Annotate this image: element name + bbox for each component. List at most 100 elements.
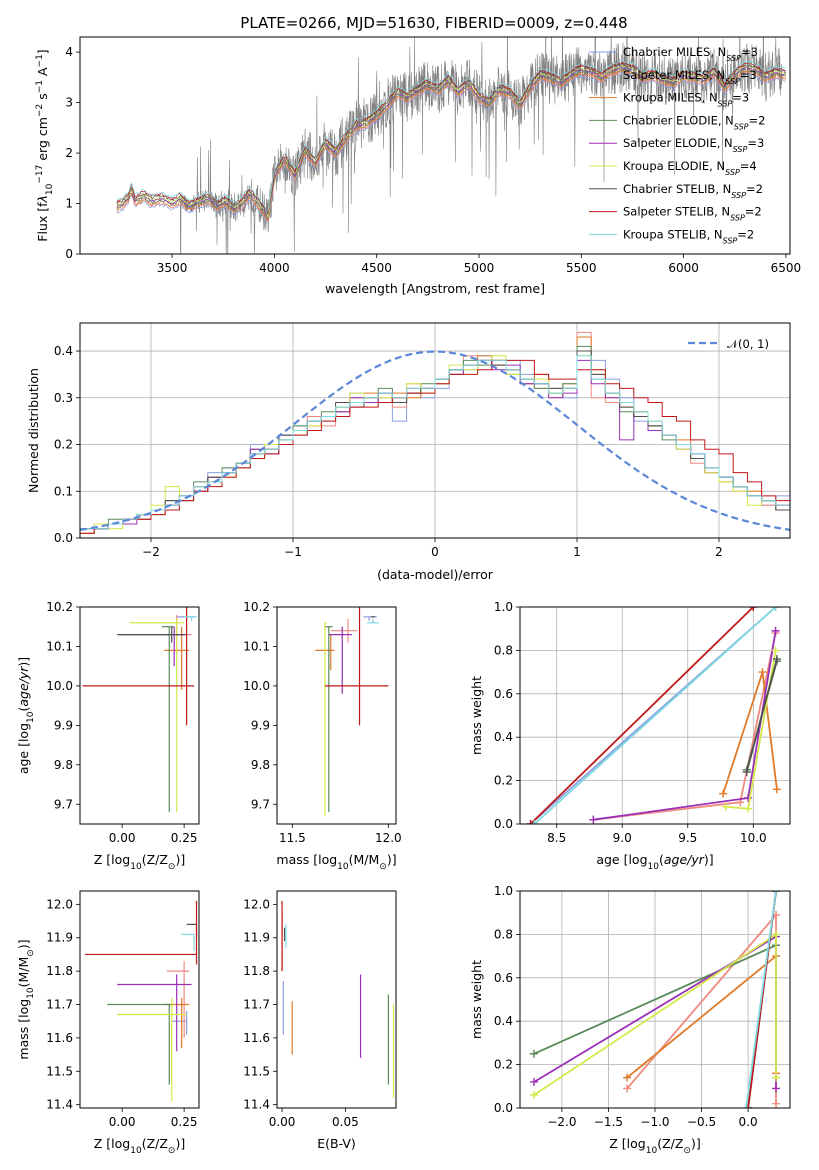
x-tick-label: −0.5 bbox=[687, 1115, 716, 1129]
errorbar-marks bbox=[84, 901, 198, 1102]
weight-point-marker bbox=[771, 646, 780, 655]
axes-frame bbox=[79, 890, 200, 1109]
y-tick-label: 0.0 bbox=[494, 817, 513, 831]
y-tick-label: 9.9 bbox=[251, 718, 270, 732]
observed-spectrum-line bbox=[116, 37, 786, 254]
weight-point-marker bbox=[529, 1077, 538, 1086]
weight-series-line bbox=[745, 891, 777, 1108]
weight-point-marker bbox=[771, 626, 780, 635]
x-tick-label: 0.0 bbox=[739, 1115, 758, 1129]
y-tick-label: 0.4 bbox=[494, 1014, 513, 1028]
weight-point-marker bbox=[529, 1090, 538, 1099]
figure-title: PLATE=0266, MJD=51630, FIBERID=0009, z=0… bbox=[240, 14, 627, 32]
weight-point-marker bbox=[772, 1099, 781, 1108]
axes-frame bbox=[276, 606, 397, 825]
weight-point-marker bbox=[526, 820, 535, 824]
weight-point-marker bbox=[744, 1104, 753, 1108]
x-tick-label: 0.25 bbox=[171, 1115, 198, 1129]
model-spectrum-line bbox=[116, 68, 787, 222]
y-tick-label: 9.9 bbox=[54, 718, 73, 732]
x-tick-label: 0.00 bbox=[109, 831, 136, 845]
normal-curve-line bbox=[80, 350, 790, 531]
legend-label: Salpeter MILES, NSSP=3 bbox=[623, 68, 757, 86]
y-tick-label: 10.2 bbox=[46, 600, 73, 614]
histogram-steps bbox=[80, 331, 790, 534]
x-tick-label: 6000 bbox=[668, 261, 699, 275]
y-tick-label: 0.4 bbox=[54, 344, 73, 358]
y-tick-label: 3 bbox=[65, 96, 73, 110]
legend-label: Chabrier MILES, NSSP=3 bbox=[623, 45, 758, 63]
residuals-plot: −2 −1 0 1 2 0.0 0.1 0.2 0.3 0.4 (data-model)/error… bbox=[26, 322, 791, 582]
x-tick-label: 1 bbox=[573, 545, 581, 559]
age_vs_mass-plot: 11.5 12.0 9.7 9.8 9.9 10.0 10.1 10.2 mass [log10… bbox=[243, 600, 401, 872]
y-tick-label: 11.7 bbox=[46, 998, 73, 1012]
y-tick-label: 0.3 bbox=[54, 391, 73, 405]
weight-point-marker bbox=[772, 891, 781, 895]
weight-point-marker bbox=[742, 1104, 751, 1108]
weight-point-marker bbox=[758, 668, 767, 677]
x-tick-label: 5000 bbox=[464, 261, 495, 275]
x-tick-label: 0.05 bbox=[332, 1115, 359, 1129]
y-tick-label: 11.9 bbox=[243, 931, 270, 945]
x-tick-label: 9.5 bbox=[678, 831, 697, 845]
y-tick-label: 0.1 bbox=[54, 484, 73, 498]
y-tick-label: 2 bbox=[65, 146, 73, 160]
y-tick-label: 9.8 bbox=[54, 758, 73, 772]
y-tick-label: 0.2 bbox=[54, 438, 73, 452]
y-tick-label: 1.0 bbox=[494, 600, 513, 614]
y-axis-label: Flux [fλ10−17 erg cm−2 s−1 A−1] bbox=[35, 49, 55, 241]
weight-point-marker bbox=[623, 1073, 632, 1082]
y-tick-label: 4 bbox=[65, 45, 73, 59]
axes-frame bbox=[519, 606, 791, 825]
y-tick-label: 0.2 bbox=[494, 774, 513, 788]
weight-lines bbox=[529, 891, 781, 1108]
weight_vs_Z-plot: −2.0 −1.5 −1.0 −0.5 0.0 0.0 0.2 0.4 0.6 0.8 1.0 Z [… bbox=[469, 884, 791, 1156]
y-axis-label: mass weight bbox=[469, 676, 484, 755]
x-tick-label: 4000 bbox=[259, 261, 290, 275]
y-tick-label: 0.0 bbox=[494, 1101, 513, 1115]
x-tick-label: 2 bbox=[715, 545, 723, 559]
mass_vs_EBV-plot: 0.00 0.05 11.4 11.5 11.6 11.7 11.8 11.9 12.0 E(B-… bbox=[243, 890, 397, 1151]
y-tick-label: 12.0 bbox=[46, 897, 73, 911]
x-tick-label: 6500 bbox=[771, 261, 802, 275]
weight-series-line bbox=[533, 944, 777, 1055]
y-tick-label: 10.1 bbox=[243, 639, 270, 653]
y-tick-label: 9.7 bbox=[54, 797, 73, 811]
y-axis-label: Normed distribution bbox=[26, 368, 41, 493]
model-spectrum-line bbox=[116, 72, 787, 224]
x-tick-label: 0.00 bbox=[109, 1115, 136, 1129]
weight_vs_age-plot: 8.5 9.0 9.5 10.0 0.0 0.2 0.4 0.6 0.8 1.0 age [log1… bbox=[469, 600, 791, 872]
spectrum-legend: Chabrier MILES, NSSP=3 Salpeter MILES, NS… bbox=[589, 45, 765, 245]
y-tick-label: 11.6 bbox=[46, 1031, 73, 1045]
y-tick-label: 11.6 bbox=[243, 1031, 270, 1045]
errorbar-marks bbox=[281, 901, 395, 1098]
weight-point-marker bbox=[721, 802, 730, 811]
x-axis-label: Z [log10(Z/Z⊙)] bbox=[94, 1136, 185, 1156]
weight-point-marker bbox=[772, 930, 781, 939]
weight-point-marker bbox=[772, 1084, 781, 1093]
y-tick-label: 11.4 bbox=[46, 1098, 73, 1112]
histogram-series bbox=[80, 359, 790, 534]
weight-point-marker bbox=[623, 1084, 632, 1093]
model-spectrum-line bbox=[116, 67, 787, 221]
y-tick-label: 0.8 bbox=[494, 927, 513, 941]
weight-series-line bbox=[529, 607, 754, 824]
y-tick-label: 1 bbox=[65, 197, 73, 211]
x-tick-label: −1.0 bbox=[640, 1115, 669, 1129]
legend-label: Kroupa STELIB, NSSP=2 bbox=[623, 227, 754, 245]
y-tick-label: 0.4 bbox=[494, 730, 513, 744]
y-axis-label: mass [log10(M/M⊙)] bbox=[16, 939, 36, 1059]
y-axis-label: mass weight bbox=[469, 960, 484, 1039]
x-axis-label: (data-model)/error bbox=[377, 567, 494, 582]
errorbar-marks bbox=[82, 607, 197, 813]
x-tick-label: −2.0 bbox=[547, 1115, 576, 1129]
x-tick-label: 12.0 bbox=[375, 831, 402, 845]
weight-point-marker bbox=[744, 804, 753, 813]
y-tick-label: 0.6 bbox=[494, 971, 513, 985]
weight-series-line bbox=[533, 607, 777, 824]
spectrum-plot: 3500 4000 4500 5000 5500 6000 6500 0 1 2 3 4 wavelen… bbox=[35, 36, 802, 296]
x-tick-label: 4500 bbox=[361, 261, 392, 275]
x-axis-label: mass [log10(M/M⊙)] bbox=[276, 852, 396, 872]
y-tick-label: 10.0 bbox=[243, 679, 270, 693]
